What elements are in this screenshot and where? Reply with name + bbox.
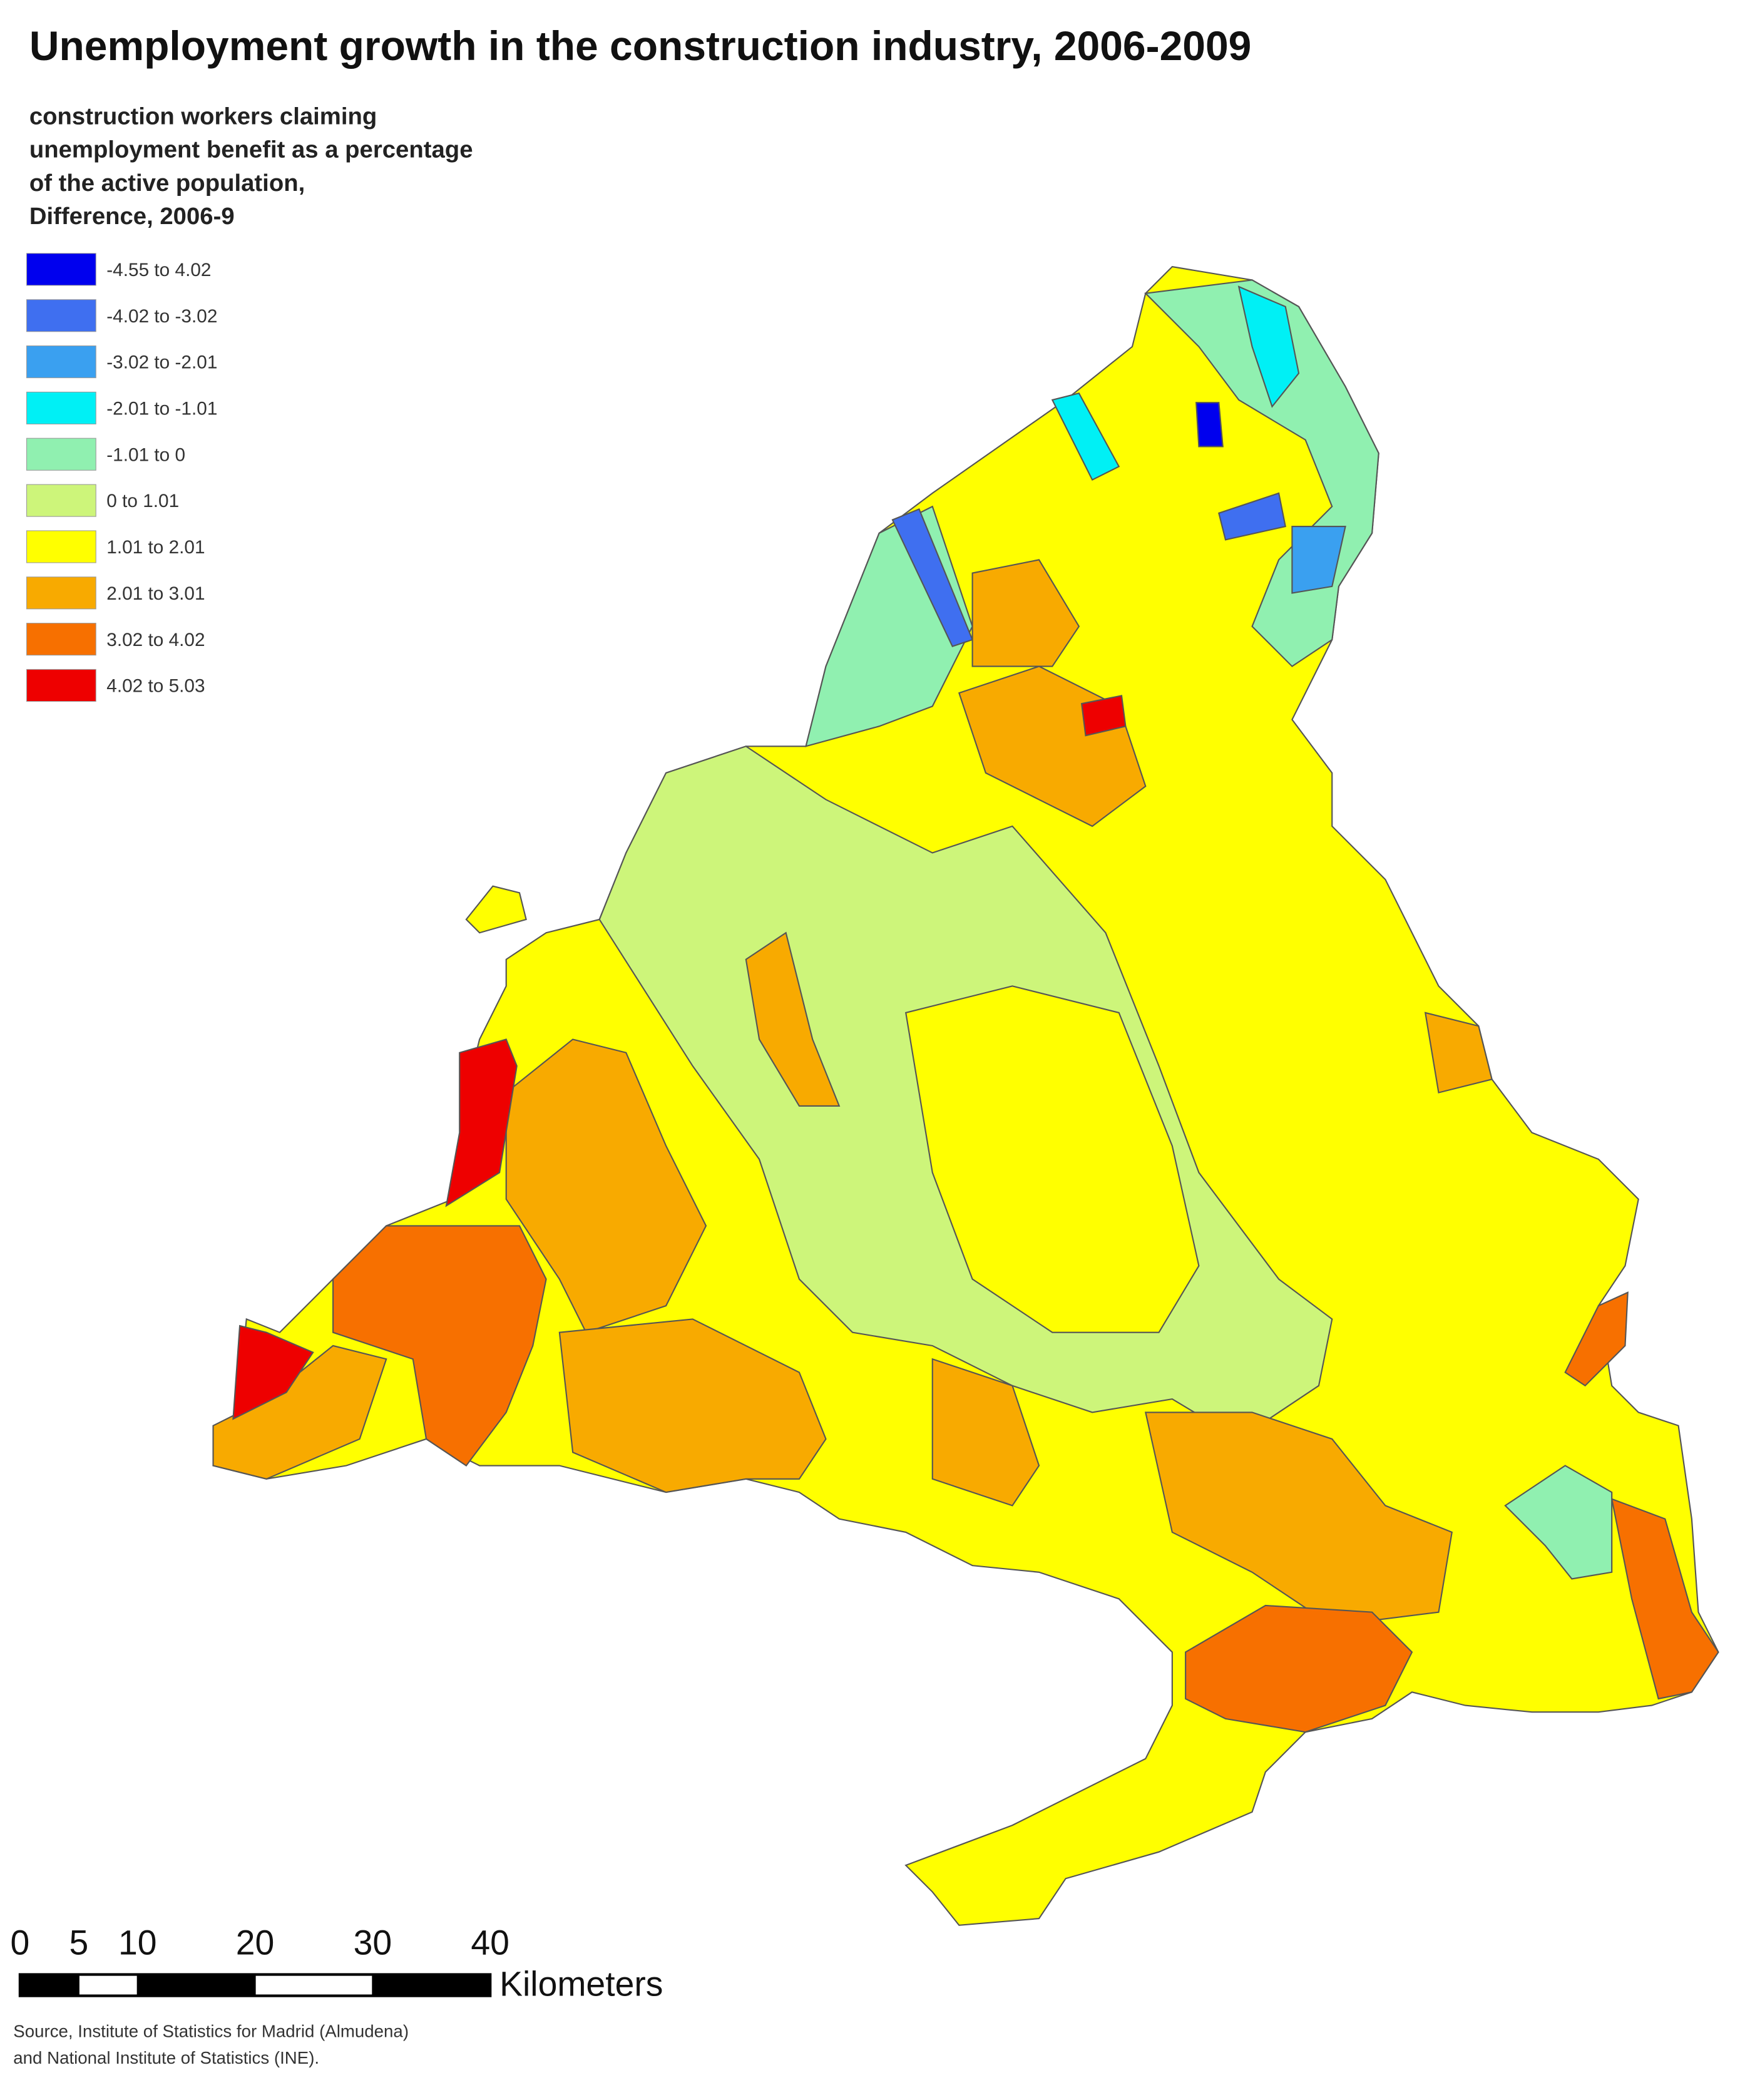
legend-label: 1.01 to 2.01 [106, 537, 205, 558]
legend-label: -2.01 to -1.01 [106, 399, 217, 419]
scale-segment [19, 1974, 79, 1996]
region [1051, 392, 1120, 481]
region [445, 1038, 518, 1207]
legend-swatch [26, 576, 96, 610]
region [232, 1324, 314, 1420]
scale-segment [137, 1974, 255, 1996]
region [558, 1318, 827, 1493]
legend: -4.55 to 4.02 -4.02 to -3.02 -3.02 to -2.0… [26, 253, 217, 702]
region [971, 559, 1080, 667]
region [332, 1225, 547, 1467]
legend-swatch [26, 253, 96, 286]
legend-label: -1.01 to 0 [106, 444, 185, 465]
region [1080, 695, 1127, 737]
region [505, 1038, 707, 1333]
region [1195, 402, 1224, 448]
region [1218, 492, 1287, 541]
region [1424, 1012, 1493, 1094]
legend-swatch [26, 299, 96, 332]
legend-label: -3.02 to -2.01 [106, 352, 217, 373]
region [465, 885, 527, 934]
legend-swatch [26, 438, 96, 471]
title: Unemployment growth in the construction … [29, 23, 1252, 69]
subtitle-line: unemployment benefit as a percentage [29, 136, 473, 163]
region [1237, 285, 1300, 408]
scale-unit: Kilometers [499, 1965, 663, 2004]
legend-label: -4.55 to 4.02 [106, 260, 211, 280]
region [1291, 526, 1346, 594]
subtitle-line: of the active population, [29, 170, 305, 197]
legend-label: 0 to 1.01 [106, 491, 179, 511]
legend-swatch [26, 484, 96, 517]
legend-swatch [26, 623, 96, 656]
region [931, 1358, 1040, 1507]
legend-label: 3.02 to 4.02 [106, 630, 205, 650]
region [904, 985, 1200, 1333]
region [1504, 1465, 1613, 1580]
scale-label: 0 [11, 1923, 30, 1962]
subtitle-line: Difference, 2006-9 [29, 203, 235, 230]
source-line: Source, Institute of Statistics for Madr… [13, 2022, 409, 2041]
subtitle-line: construction workers claiming [29, 103, 377, 130]
region [1185, 1604, 1413, 1733]
region [745, 931, 841, 1107]
scale-label: 10 [118, 1923, 157, 1962]
scale-segment [372, 1974, 491, 1996]
legend-swatch [26, 345, 96, 379]
legend-label: 4.02 to 5.03 [106, 676, 205, 697]
scale-label: 30 [354, 1923, 392, 1962]
scale-label: 5 [69, 1923, 88, 1962]
legend-swatch [26, 530, 96, 563]
legend-swatch [26, 391, 96, 424]
legend-swatch [26, 668, 96, 702]
source-line: and National Institute of Statistics (IN… [13, 2048, 319, 2067]
map [212, 265, 1719, 1926]
region [1564, 1291, 1629, 1387]
legend-label: 2.01 to 3.01 [106, 583, 205, 604]
legend-label: -4.02 to -3.02 [106, 306, 217, 327]
region [1610, 1498, 1719, 1700]
scale-label: 40 [471, 1923, 509, 1962]
scale-label: 20 [236, 1923, 275, 1962]
region [1144, 1411, 1453, 1627]
